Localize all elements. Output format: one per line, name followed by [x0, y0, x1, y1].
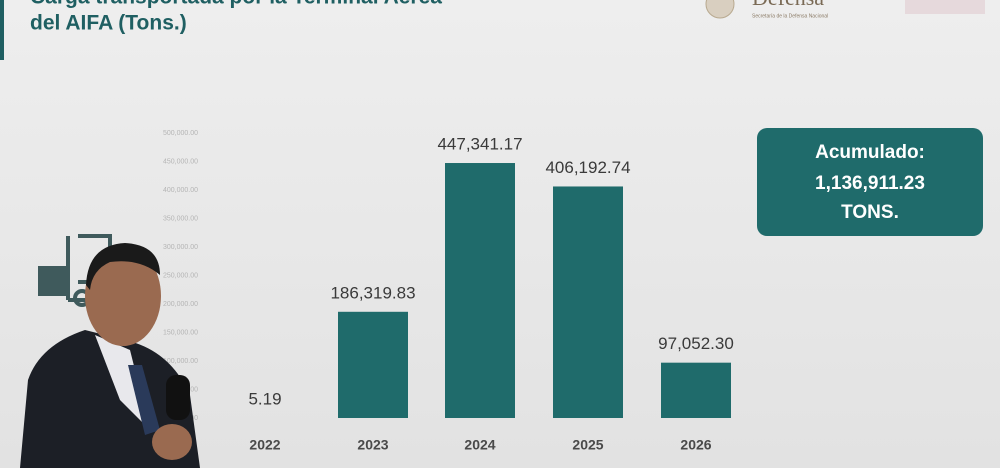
value-label: 97,052.30 — [658, 334, 734, 353]
speaker-shirt — [95, 335, 150, 430]
plot: 0.0050,000.00100,000.00150,000.00200,000… — [163, 130, 734, 453]
annotation-box — [757, 128, 983, 236]
speaker-tie — [128, 365, 160, 435]
accumulated-box: Acumulado: 1,136,911.23 TONS. — [757, 128, 983, 236]
y-tick-label: 350,000.00 — [163, 215, 198, 222]
x-tick-label: 2026 — [680, 437, 711, 453]
y-tick-label: 450,000.00 — [163, 158, 198, 165]
value-label: 186,319.83 — [330, 283, 415, 302]
bar — [553, 186, 623, 418]
y-tick-label: 500,000.00 — [163, 130, 198, 137]
microphone — [166, 375, 190, 420]
chart-title: Carga transportada por la Terminal Aérea — [30, 0, 442, 9]
speaker-hand — [152, 424, 192, 460]
y-tick-label: 200,000.00 — [163, 301, 198, 308]
y-tick-label: 400,000.00 — [163, 187, 198, 194]
chart-title: del AIFA (Tons.) — [30, 12, 187, 35]
logo: Defensa Secretaría de la Defensa Naciona… — [705, 0, 985, 19]
x-tick-label: 2022 — [249, 437, 280, 453]
x-tick-label: 2025 — [572, 437, 603, 453]
x-tick-label: 2023 — [357, 437, 388, 453]
icon-box — [38, 266, 66, 296]
speaker-head — [85, 246, 161, 346]
value-label: 5.19 — [248, 389, 281, 408]
logo-text: Defensa — [752, 0, 824, 10]
annotation-text: Acumulado: — [815, 142, 925, 163]
value-label: 406,192.74 — [545, 158, 630, 177]
bar — [338, 311, 408, 418]
y-tick-label: 300,000.00 — [163, 244, 198, 251]
value-label: 447,341.17 — [437, 134, 522, 153]
bar — [445, 163, 515, 418]
x-tick-label: 2024 — [464, 437, 495, 453]
annotation-text: TONS. — [841, 202, 899, 223]
bar — [661, 362, 731, 418]
annotation-text: 1,136,911.23 — [815, 173, 925, 194]
speaker-hair — [86, 243, 160, 290]
logo-seal — [705, 0, 735, 19]
logo-mark — [905, 0, 985, 14]
logo-subtext: Secretaría de la Defensa Nacional — [752, 13, 828, 19]
title-accent — [0, 0, 4, 60]
speaker — [20, 243, 200, 468]
y-tick-label: 250,000.00 — [163, 272, 198, 279]
y-tick-label: 100,000.00 — [163, 358, 198, 365]
y-tick-label: 150,000.00 — [163, 329, 198, 336]
